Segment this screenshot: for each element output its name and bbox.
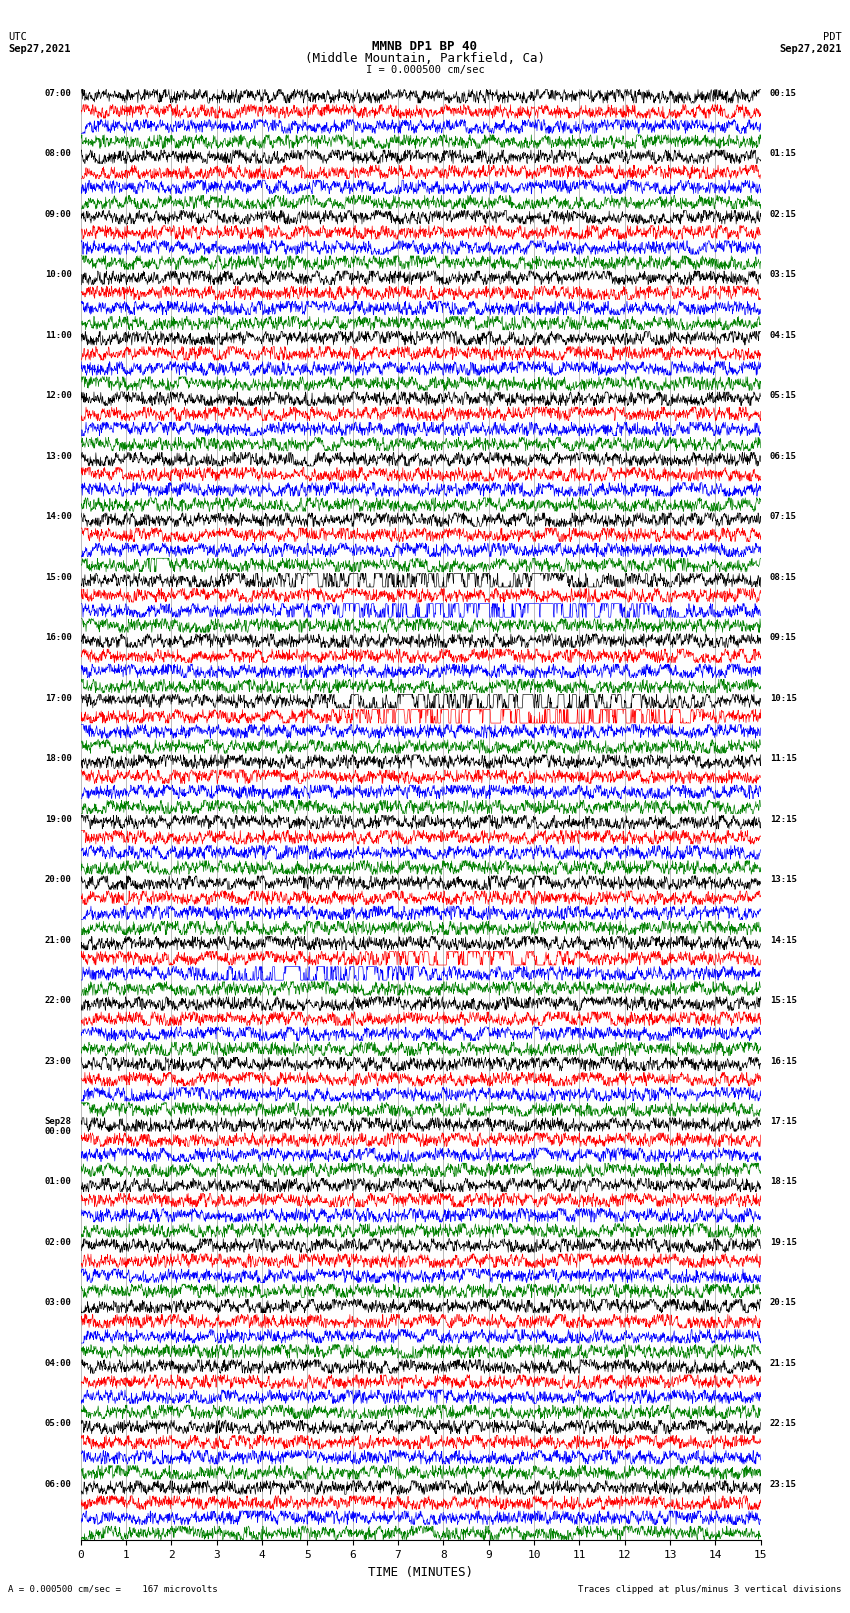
Text: A = 0.000500 cm/sec =    167 microvolts: A = 0.000500 cm/sec = 167 microvolts [8, 1584, 218, 1594]
Text: 10:15: 10:15 [770, 694, 796, 703]
Text: 06:15: 06:15 [770, 452, 796, 461]
Text: 01:00: 01:00 [45, 1177, 71, 1187]
Text: Traces clipped at plus/minus 3 vertical divisions: Traces clipped at plus/minus 3 vertical … [578, 1584, 842, 1594]
Text: 10:00: 10:00 [45, 271, 71, 279]
Text: 11:15: 11:15 [770, 755, 796, 763]
Text: 06:00: 06:00 [45, 1481, 71, 1489]
Text: 19:00: 19:00 [45, 815, 71, 824]
Text: 04:15: 04:15 [770, 331, 796, 340]
Text: Sep27,2021: Sep27,2021 [8, 44, 71, 53]
Text: MMNB DP1 BP 40: MMNB DP1 BP 40 [372, 40, 478, 53]
Text: 18:15: 18:15 [770, 1177, 796, 1187]
Text: 23:15: 23:15 [770, 1481, 796, 1489]
Text: UTC: UTC [8, 32, 27, 42]
X-axis label: TIME (MINUTES): TIME (MINUTES) [368, 1566, 473, 1579]
Text: 07:15: 07:15 [770, 513, 796, 521]
Text: 13:15: 13:15 [770, 876, 796, 884]
Text: 07:00: 07:00 [45, 89, 71, 98]
Text: Sep27,2021: Sep27,2021 [779, 44, 842, 53]
Text: 04:00: 04:00 [45, 1358, 71, 1368]
Text: 02:00: 02:00 [45, 1239, 71, 1247]
Text: 09:00: 09:00 [45, 210, 71, 219]
Text: 08:00: 08:00 [45, 150, 71, 158]
Text: PDT: PDT [823, 32, 842, 42]
Text: 08:15: 08:15 [770, 573, 796, 582]
Text: 03:15: 03:15 [770, 271, 796, 279]
Text: 20:00: 20:00 [45, 876, 71, 884]
Text: 01:15: 01:15 [770, 150, 796, 158]
Text: 14:15: 14:15 [770, 936, 796, 945]
Text: 12:00: 12:00 [45, 392, 71, 400]
Text: 18:00: 18:00 [45, 755, 71, 763]
Text: 14:00: 14:00 [45, 513, 71, 521]
Text: 16:15: 16:15 [770, 1057, 796, 1066]
Text: 09:15: 09:15 [770, 634, 796, 642]
Text: 19:15: 19:15 [770, 1239, 796, 1247]
Text: 16:00: 16:00 [45, 634, 71, 642]
Text: 17:00: 17:00 [45, 694, 71, 703]
Text: 15:00: 15:00 [45, 573, 71, 582]
Text: 22:15: 22:15 [770, 1419, 796, 1429]
Text: 00:15: 00:15 [770, 89, 796, 98]
Text: 02:15: 02:15 [770, 210, 796, 219]
Text: 22:00: 22:00 [45, 997, 71, 1005]
Text: (Middle Mountain, Parkfield, Ca): (Middle Mountain, Parkfield, Ca) [305, 52, 545, 65]
Text: 03:00: 03:00 [45, 1298, 71, 1308]
Text: 05:00: 05:00 [45, 1419, 71, 1429]
Text: 23:00: 23:00 [45, 1057, 71, 1066]
Text: 21:00: 21:00 [45, 936, 71, 945]
Text: I = 0.000500 cm/sec: I = 0.000500 cm/sec [366, 65, 484, 74]
Text: 13:00: 13:00 [45, 452, 71, 461]
Text: 15:15: 15:15 [770, 997, 796, 1005]
Text: Sep28
00:00: Sep28 00:00 [45, 1118, 71, 1137]
Text: 17:15: 17:15 [770, 1118, 796, 1126]
Text: 05:15: 05:15 [770, 392, 796, 400]
Text: 20:15: 20:15 [770, 1298, 796, 1308]
Text: 11:00: 11:00 [45, 331, 71, 340]
Text: 12:15: 12:15 [770, 815, 796, 824]
Text: 21:15: 21:15 [770, 1358, 796, 1368]
